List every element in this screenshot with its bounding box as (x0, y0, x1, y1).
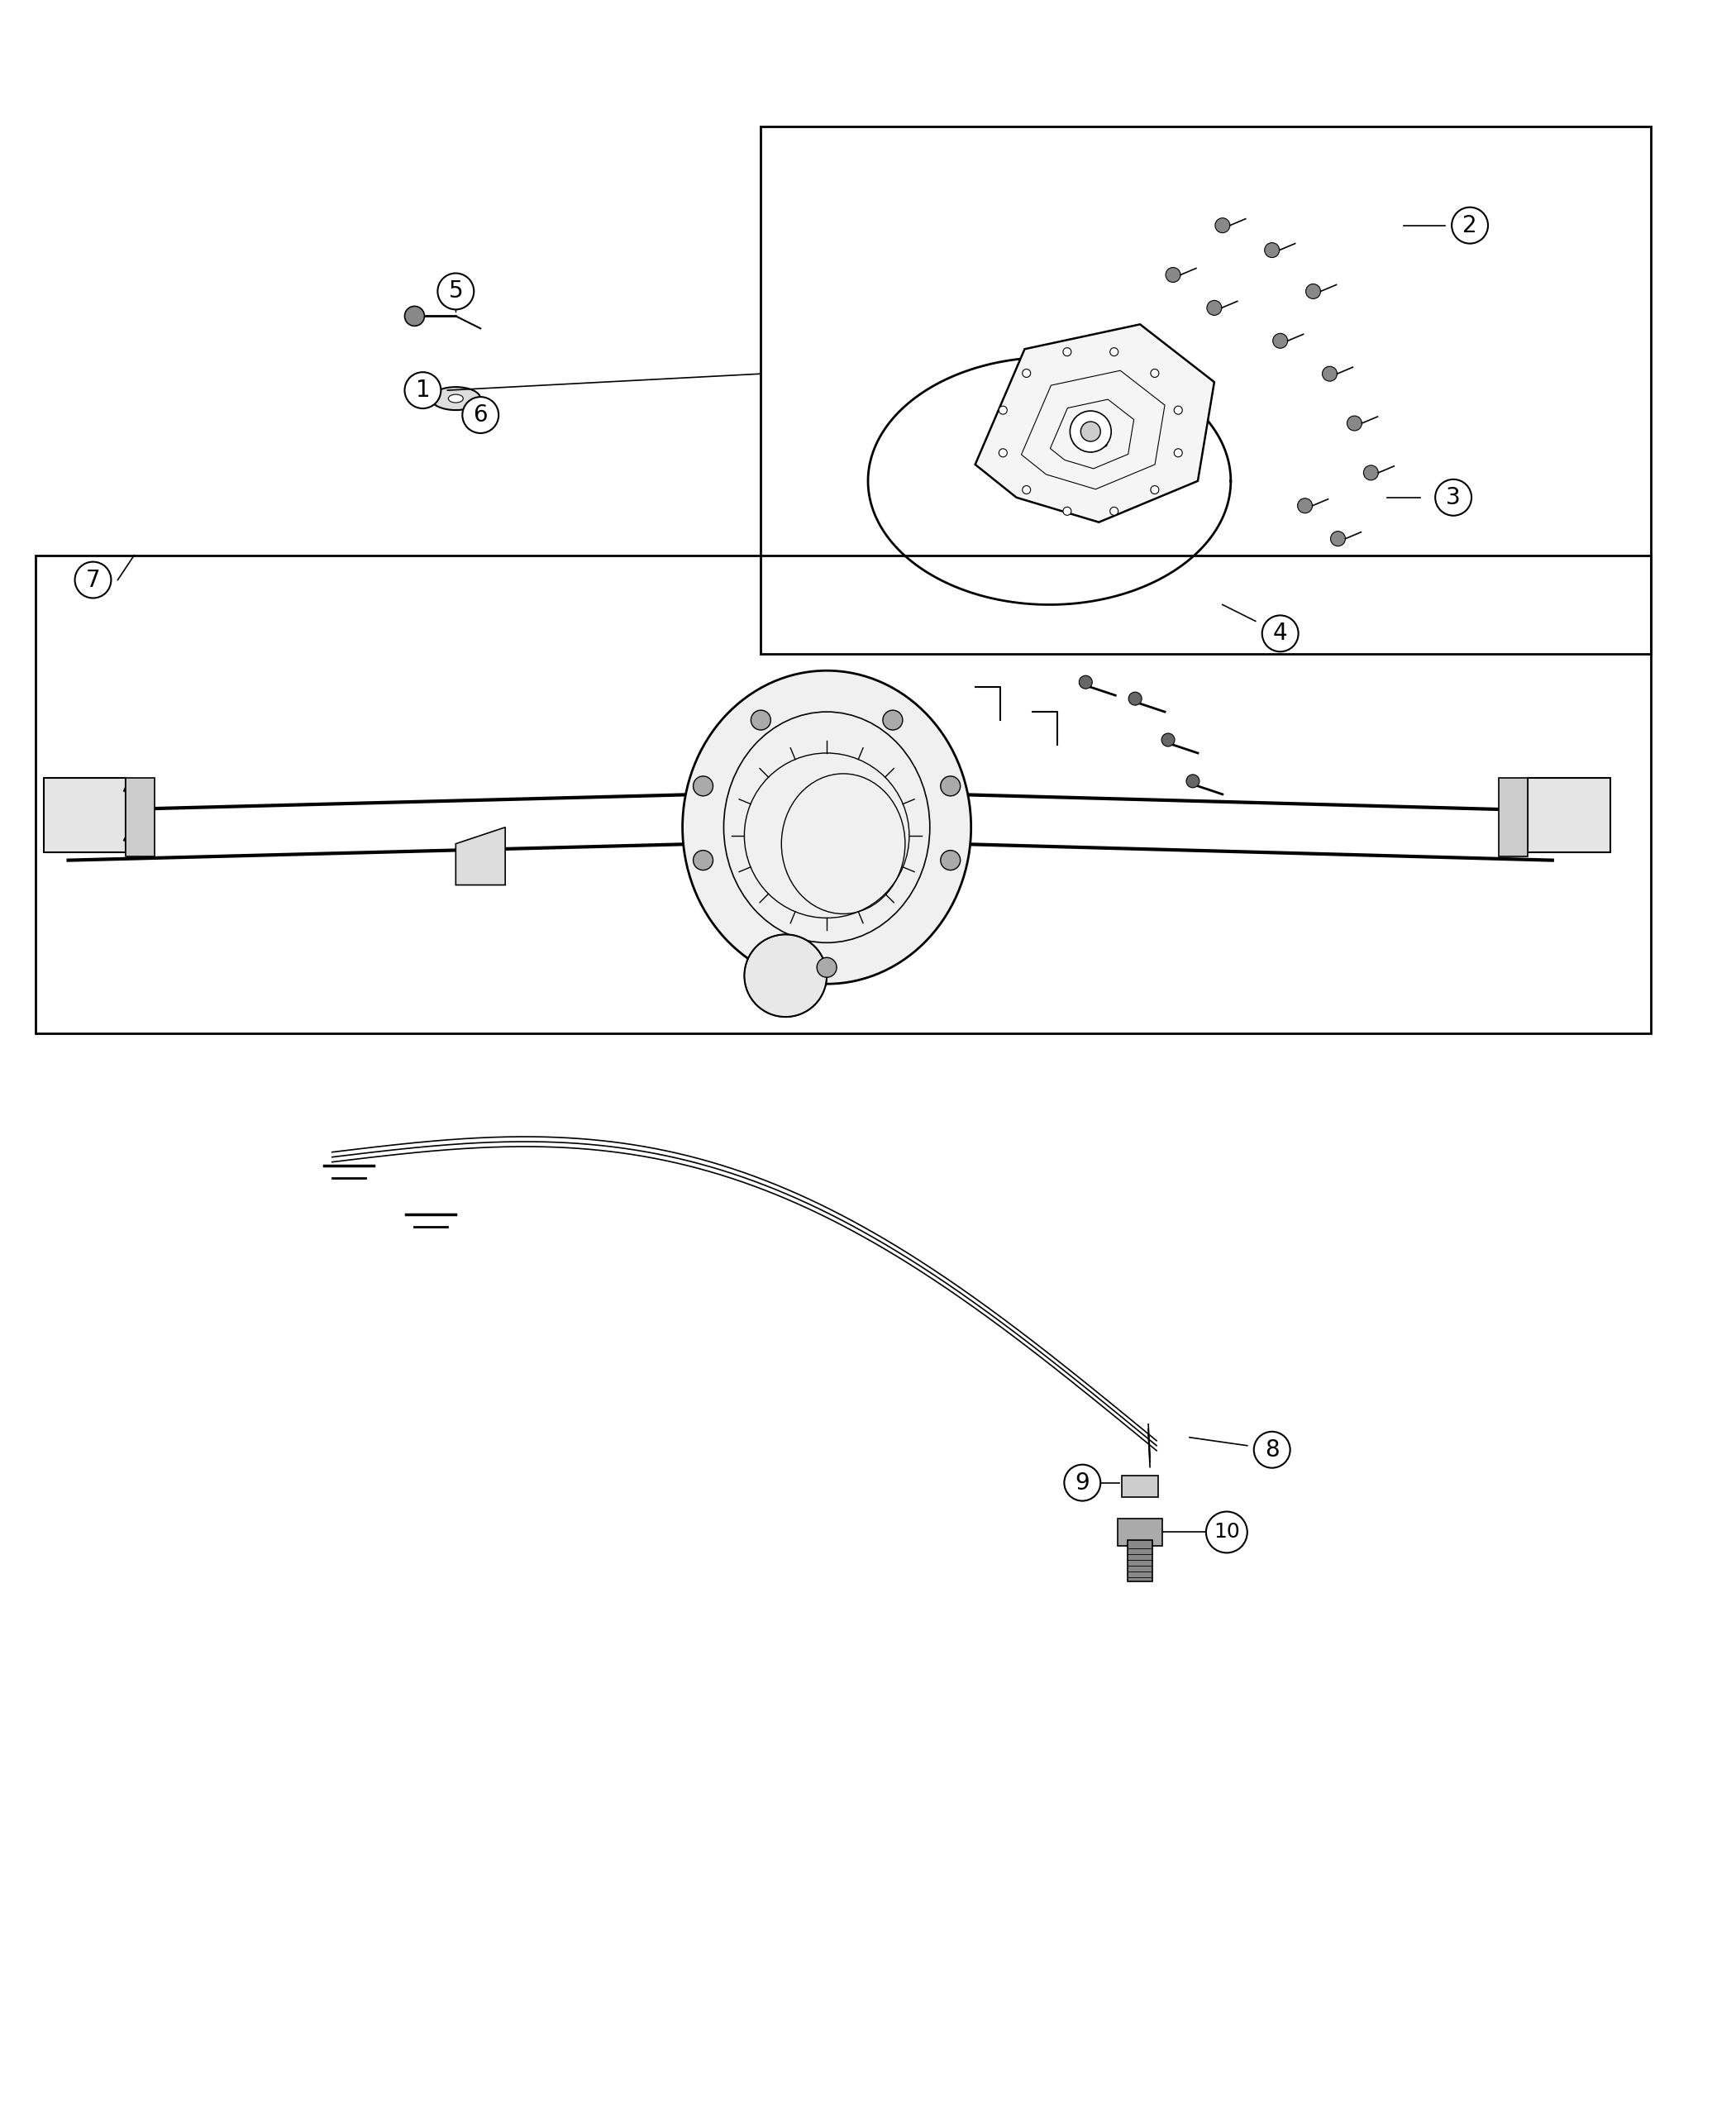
Circle shape (1109, 348, 1118, 356)
FancyBboxPatch shape (1498, 778, 1528, 856)
Circle shape (1323, 367, 1337, 382)
Circle shape (1062, 348, 1071, 356)
Circle shape (1165, 268, 1180, 282)
Circle shape (693, 850, 713, 871)
Circle shape (752, 710, 771, 729)
Text: 7: 7 (85, 569, 101, 592)
Circle shape (998, 449, 1007, 457)
Circle shape (1151, 485, 1160, 493)
FancyBboxPatch shape (127, 778, 155, 856)
FancyBboxPatch shape (1528, 778, 1609, 852)
Ellipse shape (682, 670, 970, 984)
Ellipse shape (745, 934, 826, 1016)
Circle shape (1347, 415, 1361, 430)
Text: 9: 9 (1075, 1471, 1090, 1495)
FancyBboxPatch shape (43, 778, 127, 852)
Text: 1: 1 (415, 379, 431, 403)
Ellipse shape (431, 388, 481, 411)
Circle shape (1215, 217, 1229, 232)
Circle shape (1207, 1511, 1246, 1554)
Ellipse shape (448, 394, 464, 403)
Text: 10: 10 (1213, 1522, 1240, 1543)
Circle shape (1161, 734, 1175, 746)
Circle shape (998, 407, 1007, 415)
Polygon shape (976, 325, 1213, 523)
Circle shape (1297, 497, 1312, 512)
Circle shape (693, 776, 713, 797)
Circle shape (462, 396, 498, 432)
Polygon shape (457, 826, 505, 885)
Circle shape (404, 306, 424, 327)
Text: 6: 6 (474, 403, 488, 426)
Circle shape (1436, 479, 1472, 516)
Text: 2: 2 (1463, 213, 1477, 236)
Circle shape (1023, 369, 1031, 377)
Circle shape (1062, 508, 1071, 514)
Circle shape (1264, 242, 1279, 257)
Circle shape (1069, 411, 1111, 451)
Text: 8: 8 (1266, 1438, 1279, 1461)
Circle shape (1080, 675, 1092, 689)
Circle shape (1330, 531, 1345, 546)
Circle shape (1082, 422, 1101, 441)
Circle shape (1174, 449, 1182, 457)
FancyBboxPatch shape (1128, 1541, 1153, 1581)
Circle shape (1305, 285, 1321, 299)
Circle shape (1064, 1465, 1101, 1501)
FancyBboxPatch shape (1121, 1476, 1158, 1497)
Circle shape (1207, 301, 1222, 316)
Circle shape (1363, 466, 1378, 481)
Circle shape (75, 563, 111, 599)
Circle shape (1109, 508, 1118, 514)
Text: 4: 4 (1272, 622, 1288, 645)
Circle shape (941, 850, 960, 871)
Circle shape (1128, 691, 1142, 706)
Circle shape (1186, 774, 1200, 788)
Circle shape (1451, 207, 1488, 245)
Bar (760, 126, 1651, 653)
Bar (35, 554, 1651, 1033)
Text: 3: 3 (1446, 487, 1460, 508)
Circle shape (818, 957, 837, 978)
Circle shape (1262, 616, 1299, 651)
Circle shape (1151, 369, 1160, 377)
Circle shape (1272, 333, 1288, 348)
Text: 5: 5 (448, 280, 464, 304)
Circle shape (1253, 1431, 1290, 1467)
Circle shape (884, 710, 903, 729)
Circle shape (1174, 407, 1182, 415)
Circle shape (1023, 485, 1031, 493)
Circle shape (437, 274, 474, 310)
Circle shape (404, 373, 441, 409)
Circle shape (941, 776, 960, 797)
FancyBboxPatch shape (1118, 1518, 1163, 1545)
